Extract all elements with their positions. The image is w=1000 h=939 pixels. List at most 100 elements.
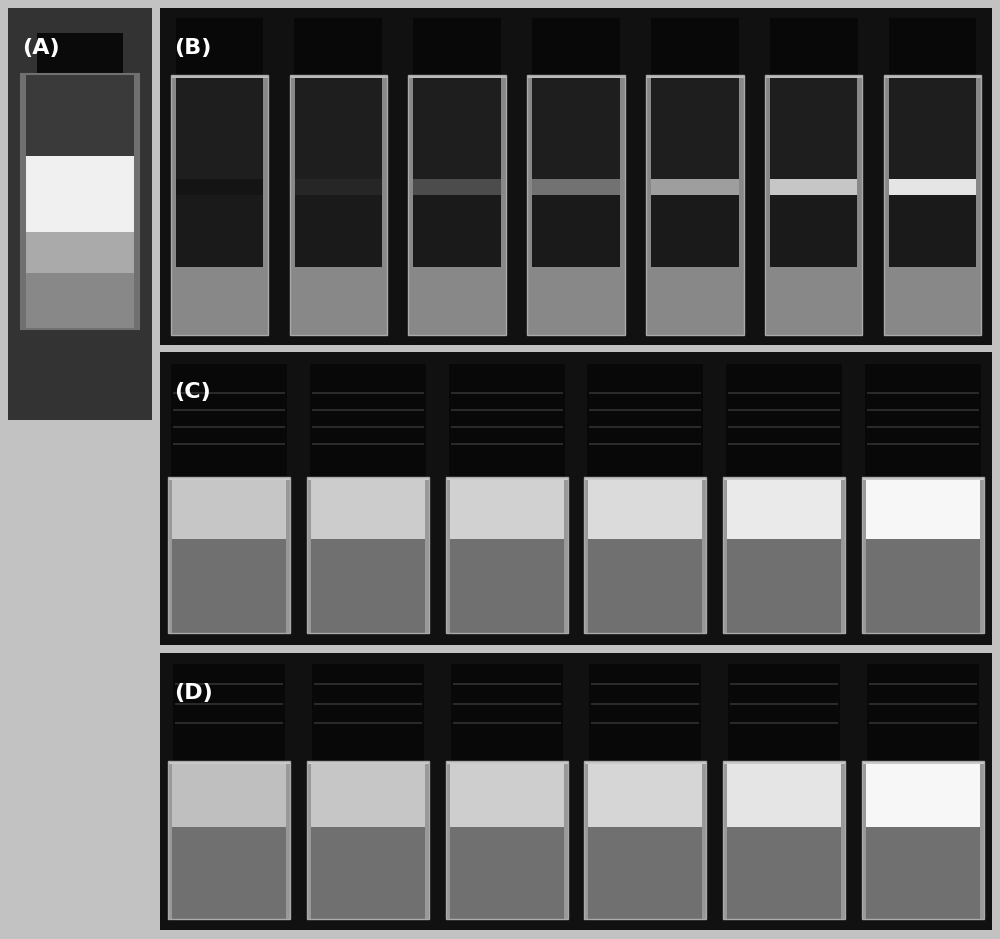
Bar xyxy=(866,827,980,919)
Bar xyxy=(589,426,701,428)
Bar xyxy=(307,761,429,919)
Text: (A): (A) xyxy=(22,38,60,58)
Bar xyxy=(175,722,283,724)
Bar xyxy=(589,409,701,411)
Bar xyxy=(867,426,979,428)
Bar xyxy=(450,761,564,827)
Bar xyxy=(867,409,979,411)
Bar xyxy=(408,75,413,335)
Bar xyxy=(862,477,984,633)
Bar xyxy=(739,75,744,335)
Bar xyxy=(765,75,862,78)
Bar xyxy=(263,75,268,335)
Bar xyxy=(770,194,857,268)
Bar xyxy=(862,477,866,633)
Bar xyxy=(727,540,841,633)
Bar xyxy=(532,75,620,335)
Bar xyxy=(884,75,981,335)
Bar xyxy=(584,761,588,919)
Bar xyxy=(453,722,561,724)
Bar xyxy=(172,761,286,827)
Bar xyxy=(866,761,980,919)
Bar xyxy=(311,540,425,633)
Bar xyxy=(591,722,699,724)
Text: (C): (C) xyxy=(174,382,211,402)
Bar xyxy=(651,179,739,194)
Bar xyxy=(770,18,858,75)
Bar xyxy=(723,477,727,633)
Bar xyxy=(286,477,290,633)
Bar xyxy=(584,477,588,633)
Bar xyxy=(869,702,977,705)
Bar xyxy=(450,477,564,540)
Bar xyxy=(591,684,699,685)
Bar xyxy=(862,761,984,764)
Bar xyxy=(307,477,429,633)
Bar xyxy=(408,75,506,335)
Bar xyxy=(723,761,845,919)
Bar xyxy=(311,477,425,540)
Bar xyxy=(413,75,501,179)
Bar xyxy=(527,75,532,335)
Bar xyxy=(168,477,172,633)
Bar xyxy=(425,761,429,919)
Bar xyxy=(728,409,840,411)
Bar xyxy=(171,75,176,335)
Bar xyxy=(8,8,152,420)
Bar xyxy=(841,761,845,919)
Text: (D): (D) xyxy=(174,683,213,703)
Bar xyxy=(172,827,286,919)
Bar xyxy=(453,702,561,705)
Bar xyxy=(26,273,134,330)
Bar xyxy=(450,540,564,633)
Bar xyxy=(160,352,992,645)
Bar xyxy=(889,179,976,194)
Bar xyxy=(446,761,568,919)
Bar xyxy=(446,477,568,633)
Bar xyxy=(295,75,382,335)
Bar xyxy=(651,75,739,335)
Bar xyxy=(294,18,382,75)
Bar xyxy=(501,75,506,335)
Bar xyxy=(728,426,840,428)
Bar xyxy=(382,75,387,335)
Bar xyxy=(884,75,889,335)
Bar xyxy=(980,477,984,633)
Bar xyxy=(730,722,838,724)
Bar xyxy=(584,477,706,480)
Bar xyxy=(588,827,702,919)
Bar xyxy=(171,75,268,78)
Bar xyxy=(865,363,981,477)
Bar xyxy=(307,761,311,919)
Bar xyxy=(290,75,295,335)
Bar xyxy=(646,75,744,335)
Bar xyxy=(532,194,620,268)
Bar xyxy=(312,409,424,411)
Bar xyxy=(413,194,501,268)
Bar xyxy=(171,75,268,335)
Bar xyxy=(450,827,564,919)
Bar xyxy=(646,75,744,78)
Bar xyxy=(527,75,625,335)
Bar xyxy=(651,75,739,179)
Bar xyxy=(867,443,979,445)
Bar xyxy=(173,443,285,445)
Bar xyxy=(446,477,568,480)
Bar xyxy=(889,268,976,335)
Bar xyxy=(314,722,422,724)
Bar xyxy=(770,268,857,335)
Bar xyxy=(532,75,620,179)
Bar xyxy=(862,761,984,919)
Bar xyxy=(723,477,845,633)
Bar xyxy=(21,74,139,330)
Bar xyxy=(295,75,382,179)
Bar xyxy=(889,75,976,335)
Bar xyxy=(451,409,563,411)
Bar xyxy=(413,268,501,335)
Bar xyxy=(173,664,285,761)
Bar xyxy=(584,761,706,919)
Bar xyxy=(408,75,506,78)
Bar xyxy=(176,268,263,335)
Bar xyxy=(314,702,422,705)
Bar xyxy=(588,477,702,540)
